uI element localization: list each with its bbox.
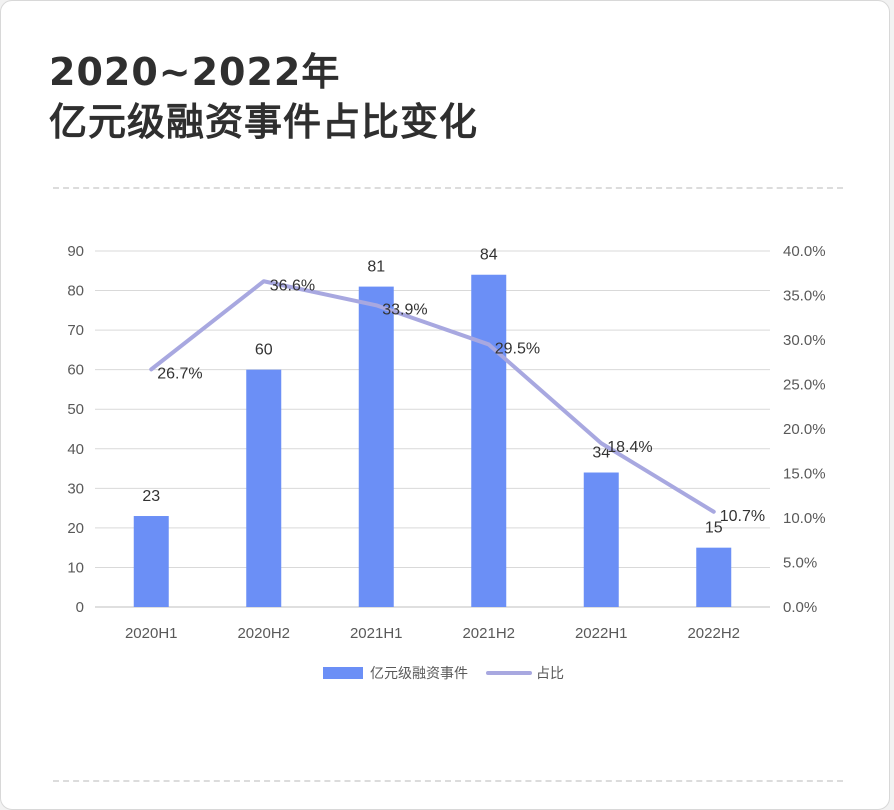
x-tick-label: 2021H2	[462, 625, 515, 642]
x-tick-label: 2020H2	[237, 625, 290, 642]
y-left-tick-label: 80	[67, 283, 84, 300]
bar	[246, 369, 282, 607]
line-data-label: 33.9%	[382, 301, 427, 318]
bottom-divider	[53, 780, 843, 782]
bar-data-label: 81	[367, 259, 385, 276]
y-left-tick-label: 20	[67, 520, 84, 537]
legend-bar-label: 亿元级融资事件	[370, 666, 468, 682]
line-data-label: 10.7%	[720, 508, 765, 525]
y-right-tick-label: 40.0%	[783, 243, 826, 260]
bar	[583, 472, 619, 607]
y-left-tick-label: 60	[67, 362, 84, 379]
y-right-tick-label: 5.0%	[783, 555, 817, 572]
y-left-tick-label: 0	[76, 599, 84, 616]
legend-bar-swatch	[323, 667, 363, 679]
bar-data-label: 34	[592, 445, 610, 462]
chart-title: 2020~2022年 亿元级融资事件占比变化	[49, 47, 478, 147]
y-right-tick-label: 10.0%	[783, 510, 826, 527]
line-data-label: 26.7%	[157, 365, 202, 382]
x-tick-label: 2020H1	[125, 625, 178, 642]
y-right-tick-label: 20.0%	[783, 421, 826, 438]
y-left-tick-label: 50	[67, 401, 84, 418]
x-tick-label: 2022H2	[687, 625, 740, 642]
y-left-tick-label: 90	[67, 243, 84, 260]
ratio-line	[149, 279, 716, 514]
x-tick-label: 2022H1	[575, 625, 628, 642]
y-right-tick-label: 0.0%	[783, 599, 817, 616]
bar	[471, 274, 507, 607]
y-left-tick-label: 40	[67, 441, 84, 458]
bar	[696, 547, 732, 607]
bar-data-label: 15	[705, 520, 723, 537]
chart-title-line2: 亿元级融资事件占比变化	[49, 100, 479, 144]
bar-data-label: 23	[142, 488, 160, 505]
legend-line-label: 占比	[536, 666, 564, 682]
y-left-tick-label: 70	[67, 322, 84, 339]
bar-data-label: 84	[480, 247, 498, 264]
line-data-label: 36.6%	[270, 277, 315, 294]
y-right-tick-label: 15.0%	[783, 466, 826, 483]
bar-data-label: 60	[255, 342, 273, 359]
y-left-tick-label: 30	[67, 480, 84, 497]
line-data-label: 29.5%	[495, 340, 540, 357]
bar	[358, 286, 394, 607]
line-data-label: 18.4%	[607, 439, 652, 456]
y-right-tick-label: 25.0%	[783, 377, 826, 394]
bar	[133, 516, 169, 607]
chart-title-line1: 2020~2022年	[49, 50, 341, 94]
x-tick-label: 2021H1	[350, 625, 403, 642]
y-right-tick-label: 35.0%	[783, 288, 826, 305]
y-left-tick-label: 10	[67, 559, 84, 576]
top-divider	[53, 187, 843, 189]
y-right-tick-label: 30.0%	[783, 332, 826, 349]
